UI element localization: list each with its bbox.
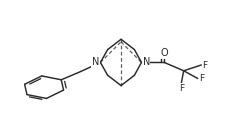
Text: F: F bbox=[199, 74, 204, 83]
Text: F: F bbox=[179, 84, 184, 93]
Text: N: N bbox=[143, 57, 150, 67]
Text: N: N bbox=[92, 57, 99, 67]
Text: O: O bbox=[160, 48, 168, 58]
Text: F: F bbox=[202, 60, 208, 70]
